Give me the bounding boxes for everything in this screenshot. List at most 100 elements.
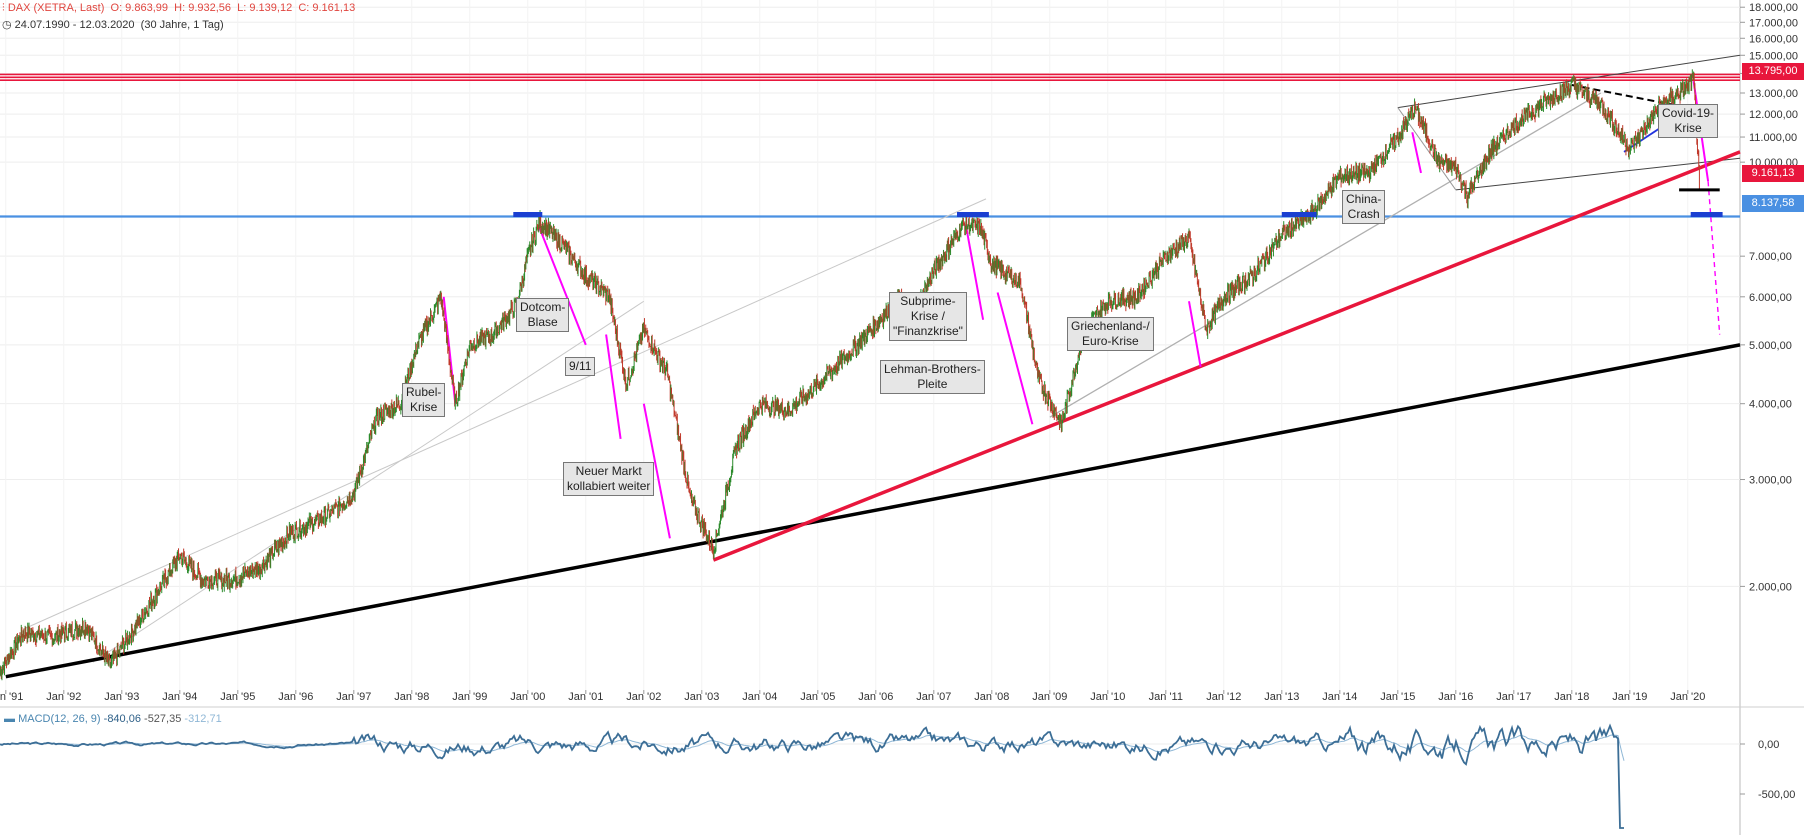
y-tick-label: 3.000,00 (1749, 475, 1792, 487)
x-tick-label: Jan '15 (1380, 691, 1415, 703)
channel-upper-line (22, 198, 987, 630)
annotation-line: Krise / (910, 309, 945, 323)
x-tick-label: Jan '97 (336, 691, 371, 703)
x-tick-label: Jan '03 (684, 691, 719, 703)
macd-signal-line (0, 734, 1625, 761)
x-tick-label: Jan '92 (46, 691, 81, 703)
x-tick-label: Jan '06 (858, 691, 893, 703)
x-tick-label: Jan '94 (162, 691, 197, 703)
price-candles (0, 69, 1700, 681)
annotation-china: China- Crash (1342, 190, 1386, 224)
y-tick-label: 6.000,00 (1749, 292, 1792, 304)
x-axis: Jan '91 Jan '92 Jan '93 Jan '94 Jan '95 Jan '… (0, 690, 1804, 708)
x-tick-label: Jan '12 (1206, 691, 1241, 703)
macd-line (0, 723, 1624, 829)
annotation-line: Lehman-Brothers- (884, 362, 981, 376)
annotation-line: Neuer Markt (575, 464, 642, 478)
annotation-line: Rubel- (406, 385, 442, 399)
y-tick-label: 12.000,00 (1749, 109, 1798, 121)
crisis-drop-line (605, 334, 622, 440)
annotation-rubel: Rubel- Krise (402, 383, 446, 417)
chart-type-icon: ⫶ (2, 2, 8, 14)
macd-value: -840,06 (103, 713, 141, 725)
x-tick-label: Jan '99 (452, 691, 487, 703)
x-tick-label: Jan '11 (1149, 691, 1183, 703)
x-tick-label: Jan '16 (1438, 691, 1473, 703)
x-tick-label: Jan '19 (1612, 691, 1647, 703)
x-tick-label: Jan '10 (1090, 691, 1125, 703)
x-tick-label: Jan '91 (0, 691, 23, 703)
macd-legend-icon: ▬ (4, 713, 19, 725)
recovery-channel-line (1049, 92, 1602, 418)
macd-tick-label: -500,00 (1758, 789, 1795, 801)
annotation-line: Euro-Krise (1082, 334, 1139, 348)
x-tick-label: Jan '04 (742, 691, 777, 703)
macd-header: ▬ MACD(12, 26, 9) -840,06 -527,35 -312,7… (4, 713, 222, 725)
x-tick-label: Jan '17 (1496, 691, 1531, 703)
range-info: ◷ 24.07.1990 - 12.03.2020 (30 Jahre, 1 T… (2, 18, 224, 31)
x-tick-label: Jan '95 (220, 691, 255, 703)
instrument-name: DAX (XETRA, Last) (7, 2, 105, 14)
x-tick-label: Jan '08 (974, 691, 1009, 703)
annotation-line: Dotcom- (520, 300, 566, 314)
annotation-line: Krise (1674, 121, 1702, 135)
annotation-line: Griechenland-/ (1071, 319, 1150, 333)
annotation-nine11: 9/11 (565, 357, 596, 376)
last-price-tag: 9.161,13 (1742, 165, 1804, 182)
x-tick-label: Jan '93 (104, 691, 139, 703)
x-tick-label: Jan '00 (510, 691, 545, 703)
macd-tick-label: 0,00 (1758, 739, 1779, 751)
annotation-line: "Finanzkrise" (893, 324, 963, 338)
annotation-dotcom: Dotcom- Blase (516, 298, 570, 332)
annotation-griechenland: Griechenland-/Euro-Krise (1067, 317, 1154, 351)
open-value: O: 9.863,99 (110, 2, 169, 14)
annotation-line: 9/11 (569, 359, 592, 373)
x-tick-label: Jan '13 (1264, 691, 1299, 703)
annotation-neuer-markt: Neuer Markt kollabiert weiter (563, 462, 655, 496)
annotation-line: China- (1346, 192, 1382, 206)
annotation-line: Subprime- (900, 294, 956, 308)
y-tick-label: 2.000,00 (1749, 581, 1792, 593)
x-tick-label: Jan '20 (1670, 691, 1705, 703)
macd-hist-value: -312,71 (184, 713, 222, 725)
x-tick-label: Jan '02 (626, 691, 661, 703)
chart-grid (0, 0, 1741, 835)
x-tick-label: Jan '98 (394, 691, 429, 703)
y-tick-label: 4.000,00 (1749, 399, 1792, 411)
trendlines (0, 54, 1741, 679)
y-tick-label: 11.000,00 (1749, 132, 1797, 144)
clock-icon: ◷ (2, 19, 15, 31)
y-tick-label: 7.000,00 (1749, 251, 1792, 263)
y-tick-label: 5.000,00 (1749, 340, 1792, 352)
annotation-line: Pleite (917, 377, 948, 391)
x-tick-label: Jan '96 (278, 691, 313, 703)
x-tick-label: Jan '01 (568, 691, 603, 703)
x-tick-label: Jan '05 (800, 691, 835, 703)
dashed-resistance-line (1571, 84, 1688, 109)
y-tick-label: 13.000,00 (1749, 88, 1798, 100)
annotation-overlay (513, 181, 1723, 335)
crisis-drop-line (538, 227, 587, 346)
x-tick-label: Jan '14 (1322, 691, 1357, 703)
macd-panel: 0,00 -500,00 (0, 723, 1795, 829)
low-value: L: 9.139,12 (237, 2, 293, 14)
crisis-drop-line (996, 292, 1034, 425)
y-axis: 2.000,00 3.000,00 4.000,00 5.000,00 6.000,00… (1740, 2, 1798, 593)
crisis-drop-line (642, 403, 671, 539)
crisis-drop-line (1411, 132, 1422, 174)
annotation-covid: Covid-19- Krise (1658, 104, 1719, 138)
wedge-lower-line (1455, 157, 1741, 191)
channel-lower-line (92, 300, 645, 663)
macd-signal-value: -527,35 (144, 713, 182, 725)
y-tick-label: 18.000,00 (1749, 2, 1798, 14)
support-price-tag: 8.137,58 (1742, 195, 1804, 212)
annotation-line: Crash (1347, 207, 1380, 221)
x-tick-label: Jan '07 (916, 691, 951, 703)
chart-header: ⫶ DAX (XETRA, Last) O: 9.863,99 H: 9.932… (2, 2, 355, 15)
wedge-upper-line (1397, 54, 1741, 109)
crisis-drop-line (964, 224, 985, 320)
high-value: H: 9.932,56 (174, 2, 232, 14)
y-tick-label: 16.000,00 (1749, 33, 1798, 45)
long-term-support-line (5, 343, 1741, 679)
